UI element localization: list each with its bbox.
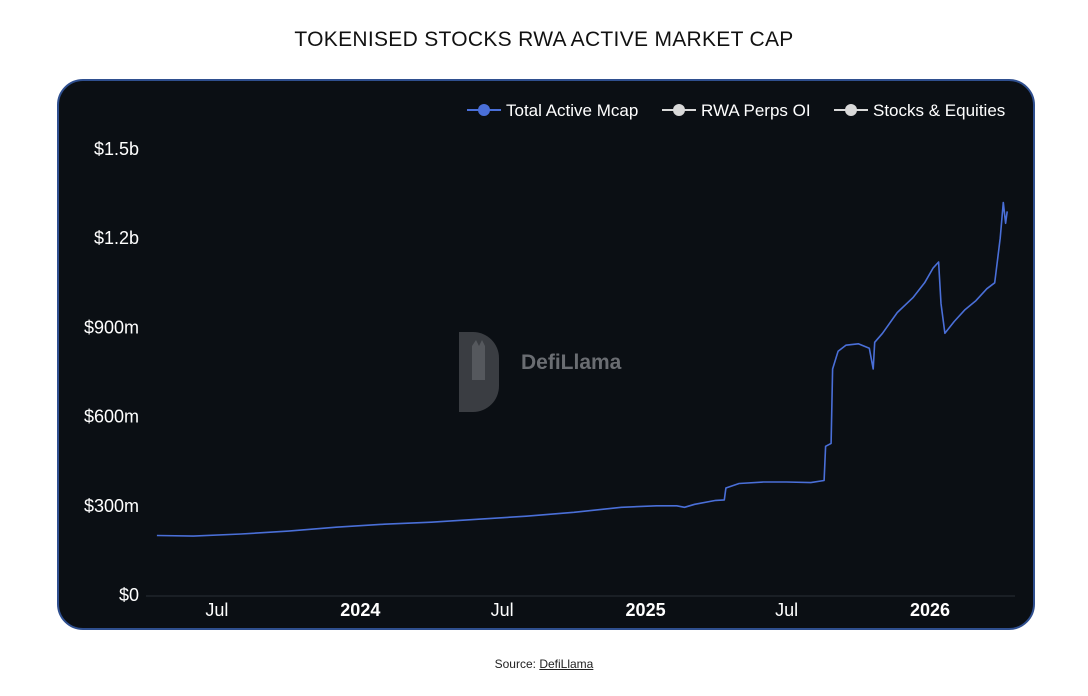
x-tick-label: Jul [205, 600, 228, 620]
y-tick-label: $1.2b [94, 228, 139, 248]
legend-marker [845, 104, 857, 116]
y-axis: $0 $300m $600m $900m $1.2b $1.5b [84, 139, 139, 605]
x-axis: Jul 2024 Jul 2025 Jul 2026 [205, 600, 950, 620]
legend-label: Stocks & Equities [873, 101, 1005, 120]
legend-item[interactable]: Total Active Mcap [467, 101, 638, 120]
watermark-text: DefiLlama [521, 351, 622, 374]
y-tick-label: $300m [84, 496, 139, 516]
x-tick-label: Jul [775, 600, 798, 620]
legend[interactable]: Total Active Mcap RWA Perps OI Stocks & Eq… [467, 101, 1005, 120]
series-layer [156, 201, 1008, 537]
watermark: DefiLlama [459, 332, 622, 412]
y-tick-label: $900m [84, 317, 139, 337]
series-line-0 [156, 201, 1008, 537]
page-title: TOKENISED STOCKS RWA ACTIVE MARKET CAP [294, 28, 794, 51]
legend-label: RWA Perps OI [701, 101, 811, 120]
legend-marker [673, 104, 685, 116]
chart-card: DefiLlama $0 $300m $600m $900m $1.2b $1.5b Ju… [57, 79, 1035, 630]
source-note: Source: DefiLlama [0, 657, 1088, 671]
line-chart: DefiLlama $0 $300m $600m $900m $1.2b $1.5b Ju… [84, 101, 1015, 620]
source-link[interactable]: DefiLlama [539, 657, 594, 671]
x-tick-label: Jul [491, 600, 514, 620]
y-tick-label: $1.5b [94, 139, 139, 159]
x-tick-label: 2025 [626, 600, 666, 620]
legend-marker [478, 104, 490, 116]
legend-item[interactable]: Stocks & Equities [834, 101, 1005, 120]
legend-label: Total Active Mcap [506, 101, 638, 120]
x-tick-label: 2026 [910, 600, 950, 620]
x-tick-label: 2024 [340, 600, 380, 620]
y-tick-label: $600m [84, 407, 139, 427]
y-tick-label: $0 [119, 585, 139, 605]
llama-face-icon [472, 340, 485, 380]
legend-item[interactable]: RWA Perps OI [662, 101, 811, 120]
source-prefix: Source: [494, 657, 536, 671]
